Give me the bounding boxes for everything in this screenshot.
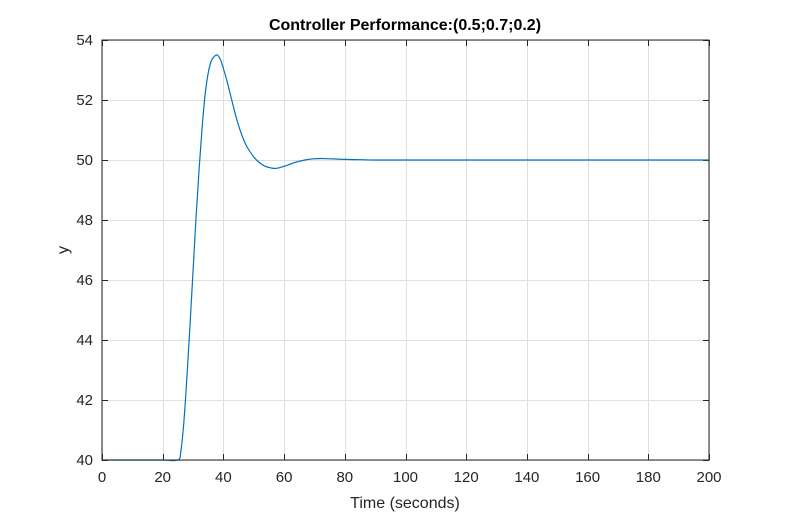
y-tick-label: 40 [76,452,93,469]
series-line [101,54,709,462]
x-tick-label: 160 [575,469,600,486]
x-tick-label: 40 [215,469,232,486]
x-tick-label: 200 [696,469,721,486]
tick-marks [102,40,710,461]
y-tick-label: 42 [76,392,93,409]
x-axis-label: Time (seconds) [350,495,460,512]
x-tick-label: 80 [336,469,353,486]
chart-title: Controller Performance:(0.5;0.7;0.2) [269,17,541,34]
y-axis-label: y [55,246,72,254]
x-tick-label: 20 [154,469,171,486]
y-tick-label: 44 [76,332,93,349]
x-tick-label: 120 [454,469,479,486]
y-tick-label: 54 [76,32,93,49]
x-tick-label: 0 [98,469,106,486]
y-tick-labels: 40 42 44 46 48 50 52 54 [76,32,93,469]
y-tick-label: 48 [76,212,93,229]
y-tick-label: 46 [76,272,93,289]
grid [102,40,710,461]
series-layer [101,54,709,462]
y-tick-label: 52 [76,92,93,109]
x-tick-label: 180 [636,469,661,486]
x-tick-label: 140 [514,469,539,486]
x-tick-label: 60 [276,469,293,486]
x-tick-labels: 0 20 40 60 80 100 120 140 160 180 200 [98,469,722,486]
y-tick-label: 50 [76,152,93,169]
x-tick-label: 100 [393,469,418,486]
axes-box [101,39,710,461]
